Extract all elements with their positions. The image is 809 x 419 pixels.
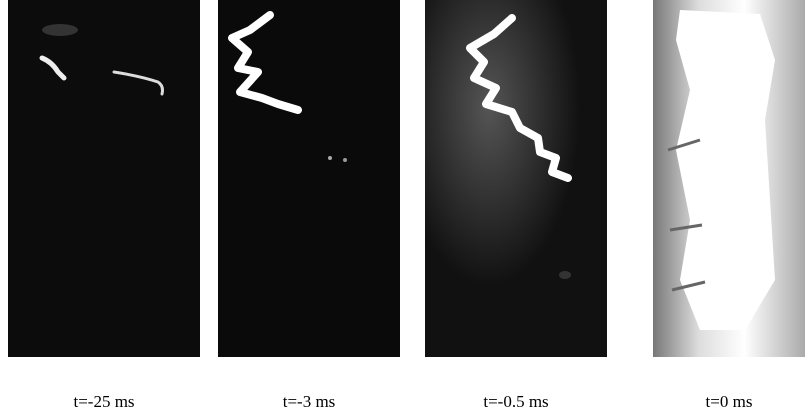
- panel-caption: t=-25 ms: [73, 392, 134, 411]
- panel-image: [425, 0, 607, 357]
- panel-image: [8, 0, 200, 357]
- panel-caption: t=-3 ms: [283, 392, 336, 411]
- panel-caption: t=-0.5 ms: [483, 392, 548, 411]
- panel-caption: t=0 ms: [706, 392, 753, 411]
- panel-image: [218, 0, 400, 357]
- panel-image: [653, 0, 805, 357]
